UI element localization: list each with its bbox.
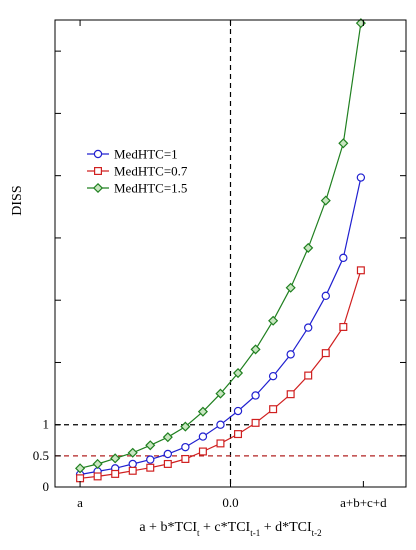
data-point xyxy=(128,466,137,475)
data-point xyxy=(269,405,278,414)
x-axis-label-part: + d*TCI xyxy=(260,520,312,535)
data-point xyxy=(215,388,226,399)
ticks-layer: 0 0.5 1 a 0.0 a+b+c+d xyxy=(33,20,406,510)
series-1 xyxy=(76,266,365,483)
data-point xyxy=(321,349,330,358)
data-point xyxy=(320,195,331,206)
legend-item: MedHTC=0.7 xyxy=(87,164,188,179)
data-point xyxy=(232,368,244,379)
data-point xyxy=(321,291,330,301)
data-point xyxy=(197,406,208,417)
series-0 xyxy=(75,173,366,479)
data-point xyxy=(127,447,138,458)
x-tick-label: a xyxy=(77,495,83,510)
data-point xyxy=(286,390,295,399)
legend-marker xyxy=(93,167,102,176)
data-point xyxy=(181,442,190,452)
data-point xyxy=(268,371,278,381)
data-point xyxy=(216,420,225,429)
x-axis-label-subscript: t-1 xyxy=(250,528,260,538)
data-point xyxy=(146,455,155,464)
data-point xyxy=(181,454,190,463)
data-point xyxy=(76,474,85,483)
y-tick-label: 0.5 xyxy=(33,448,49,463)
series-2 xyxy=(75,18,366,474)
legend-label: MedHTC=0.7 xyxy=(114,164,188,179)
data-point xyxy=(111,469,120,478)
data-point xyxy=(304,323,313,332)
data-point xyxy=(92,458,103,470)
x-axis-label-part: + c*TCI xyxy=(200,520,251,535)
data-point xyxy=(110,453,121,464)
data-point xyxy=(128,459,137,469)
series-line xyxy=(79,23,362,469)
data-point xyxy=(93,472,102,481)
data-point xyxy=(145,440,156,451)
data-point xyxy=(198,447,207,456)
data-point xyxy=(251,418,260,427)
data-point xyxy=(198,432,208,441)
data-point xyxy=(356,266,365,275)
y-axis-label: DISS xyxy=(10,185,25,215)
x-tick-label: a+b+c+d xyxy=(340,495,387,510)
x-axis-label-subscript: t-2 xyxy=(312,528,322,538)
x-axis-label-subscript: t xyxy=(197,528,200,538)
legend-marker xyxy=(92,182,104,194)
data-point xyxy=(250,344,261,355)
data-point xyxy=(285,282,296,293)
legend-item: MedHTC=1.5 xyxy=(87,181,187,196)
legend-item: MedHTC=1 xyxy=(87,147,178,162)
x-axis-label: a + b*TCIt + c*TCIt-1 + d*TCIt-2 xyxy=(139,520,321,538)
data-point xyxy=(163,459,172,468)
y-tick-label: 0 xyxy=(43,479,50,494)
x-tick-label: 0.0 xyxy=(222,495,238,510)
series-line xyxy=(79,177,362,476)
data-point xyxy=(339,322,348,331)
data-point xyxy=(233,406,243,416)
legend-label: MedHTC=1 xyxy=(114,147,178,162)
data-point xyxy=(163,449,173,459)
data-point xyxy=(216,439,225,448)
y-tick-label: 1 xyxy=(43,417,50,432)
legend-marker xyxy=(93,149,103,159)
data-point xyxy=(180,421,191,432)
data-point xyxy=(356,173,366,182)
data-point xyxy=(286,350,295,359)
series-layer xyxy=(75,18,366,483)
data-point xyxy=(304,371,313,380)
data-point xyxy=(268,315,279,326)
legend-label: MedHTC=1.5 xyxy=(114,181,187,196)
data-point xyxy=(303,242,314,253)
legend: MedHTC=1 MedHTC=0.7 MedHTC=1.5 xyxy=(87,147,188,196)
data-point xyxy=(338,138,349,149)
data-point xyxy=(251,391,260,400)
data-point xyxy=(162,432,173,443)
data-point xyxy=(234,430,243,439)
data-point xyxy=(339,253,348,263)
data-point xyxy=(75,463,86,474)
x-axis-label-part: a + b*TCI xyxy=(139,520,197,535)
data-point xyxy=(146,463,155,472)
